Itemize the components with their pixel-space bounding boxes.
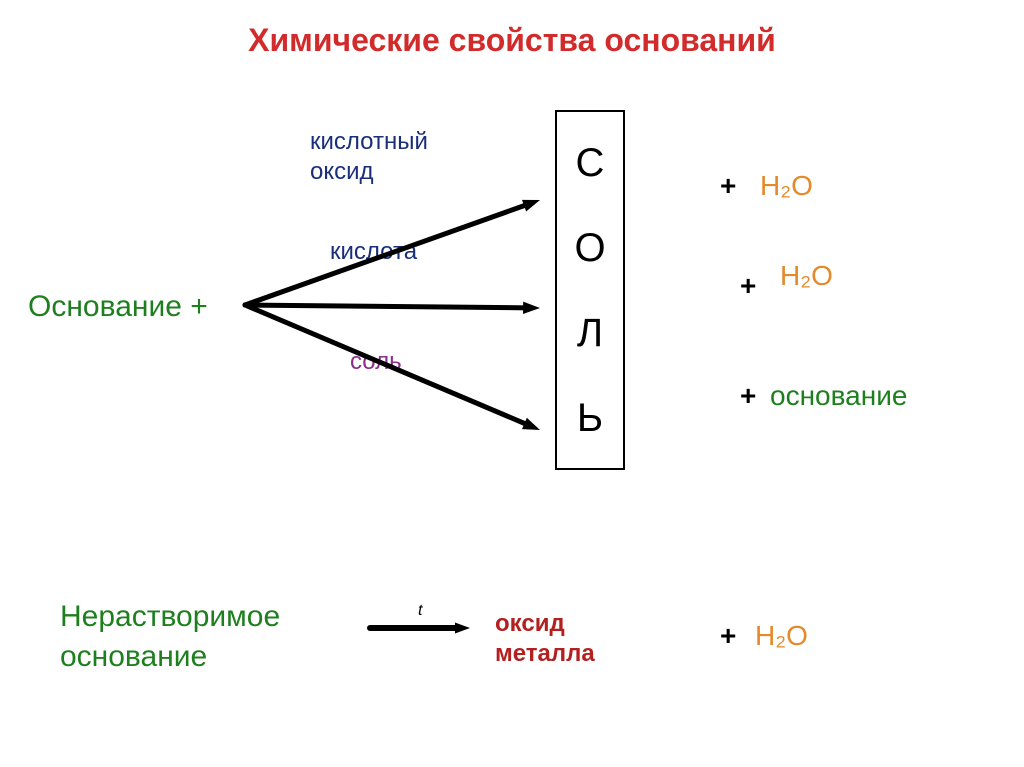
- reaction-arrows: [0, 0, 1024, 767]
